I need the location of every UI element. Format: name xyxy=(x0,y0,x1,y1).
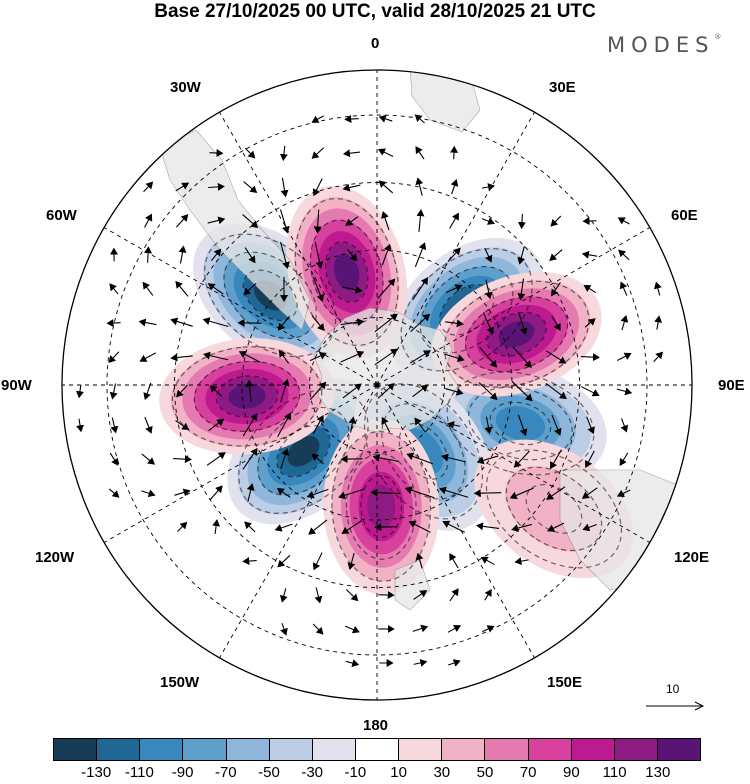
colorbar-swatch xyxy=(183,739,226,760)
colorbar-swatch xyxy=(399,739,442,760)
colorbar-swatch xyxy=(658,739,700,760)
colorbar-tick-label: -90 xyxy=(172,764,194,781)
label-90e: 90E xyxy=(718,377,745,394)
colorbar-swatch xyxy=(97,739,140,760)
label-30e: 30E xyxy=(549,79,576,96)
colorbar-tick-label: -30 xyxy=(301,764,323,781)
south-pole xyxy=(375,383,380,388)
colorbar-swatch xyxy=(572,739,615,760)
colorbar-tick-label: 70 xyxy=(520,764,537,781)
label-120w: 120W xyxy=(35,549,74,566)
label-150w: 150W xyxy=(160,674,199,691)
wind-arrow xyxy=(209,153,222,154)
label-120e: 120E xyxy=(674,549,709,566)
label-90w: 90W xyxy=(1,377,32,394)
colorbar-tick-label: -130 xyxy=(81,764,111,781)
colorbar-tick-label: -70 xyxy=(215,764,237,781)
reference-arrow xyxy=(644,682,706,712)
colorbar-swatch xyxy=(485,739,528,760)
colorbar-tick-label: -10 xyxy=(345,764,367,781)
colorbar-swatch xyxy=(356,739,399,760)
label-0: 0 xyxy=(371,35,379,52)
label-180: 180 xyxy=(363,717,388,734)
wind-arrow xyxy=(107,323,120,324)
label-30w: 30W xyxy=(170,79,201,96)
label-60e: 60E xyxy=(671,207,698,224)
colorbar-tick-label: 90 xyxy=(563,764,580,781)
colorbar-swatch xyxy=(54,739,97,760)
reference-vector: 10 xyxy=(644,682,706,712)
label-150e: 150E xyxy=(547,674,582,691)
colorbar-tick-label: -50 xyxy=(258,764,280,781)
colorbar-swatch xyxy=(227,739,270,760)
colorbar-swatch xyxy=(270,739,313,760)
colorbar-swatch xyxy=(140,739,183,760)
colorbar xyxy=(53,738,701,761)
label-60w: 60W xyxy=(46,207,77,224)
wind-arrow xyxy=(148,247,149,263)
wind-arrow xyxy=(475,493,501,494)
colorbar-tick-label: 10 xyxy=(390,764,407,781)
colorbar-tick-label: 130 xyxy=(645,764,670,781)
colorbar-tick-label: 110 xyxy=(603,764,627,781)
wind-arrow xyxy=(454,147,455,160)
colorbar-tick-label: 30 xyxy=(433,764,450,781)
colorbar-swatch xyxy=(442,739,485,760)
colorbar-tick-label: 50 xyxy=(477,764,494,781)
colorbar-swatch xyxy=(313,739,356,760)
colorbar-ticks: -130 -110 -90 -70 -50 -30 -10 10 30 50 70 90 110 130 xyxy=(0,764,750,784)
colorbar-swatch xyxy=(529,739,572,760)
colorbar-swatch xyxy=(615,739,658,760)
colorbar-tick-label: -110 xyxy=(125,764,154,781)
